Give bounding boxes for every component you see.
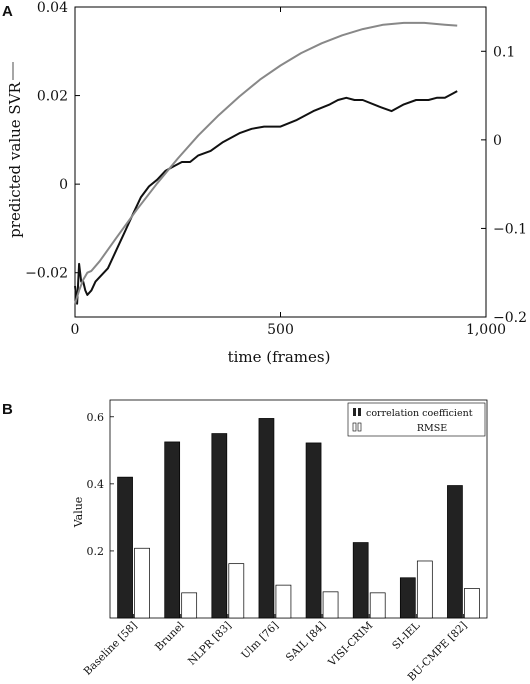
x-tick-label-a: 500 — [267, 322, 294, 338]
x-tick-label-b: SI-IEL — [390, 620, 422, 652]
y-tick-label-a: 0 — [59, 177, 68, 193]
y-right-tick-label-a: 0 — [493, 133, 502, 149]
bar-rmse — [228, 563, 245, 619]
bar-correlation — [211, 433, 228, 619]
bar-rmse — [416, 560, 433, 619]
bar-rmse — [464, 588, 480, 619]
plot-area-a — [74, 6, 487, 318]
x-tick-label-b: SAIL [84] — [284, 620, 328, 664]
y-axis-label-a: predicted value SVR — [6, 81, 24, 237]
y-axis-label-b: Value — [72, 497, 85, 529]
bar-chart-panel-b: 0.2 0.4 0.6 Baseline [58] Brunel NLPR [83] Ul… — [72, 399, 488, 684]
bar-rmse — [369, 592, 386, 619]
bar-correlation — [447, 485, 463, 619]
panel-label-b: B — [2, 401, 13, 418]
bar-rmse — [322, 591, 339, 619]
y-tick-label-b: 0.4 — [87, 478, 105, 491]
series-line-reference — [74, 21, 458, 304]
y-tick-label-b: 0.2 — [87, 545, 105, 558]
x-tick-label-a: 1,000 — [466, 322, 506, 338]
y-tick-label-b: 0.6 — [87, 411, 105, 424]
x-tick-label-b: Baseline [58] — [82, 620, 140, 678]
legend-swatch-correlation-1 — [353, 408, 356, 416]
panel-label-a: A — [2, 3, 13, 20]
x-tick-label-b: VISI-CRIM — [325, 619, 375, 669]
legend-swatch-rmse-2 — [357, 422, 362, 432]
x-axis-label-a: time (frames) — [228, 348, 331, 366]
y-right-tick-label-a: −0.1 — [493, 221, 527, 237]
bar-correlation — [164, 441, 181, 619]
bar-correlation — [305, 442, 322, 619]
y-right-tick-label-a: 0.1 — [493, 44, 515, 60]
legend-label-correlation: correlation coefficient — [366, 408, 473, 419]
bar-correlation — [352, 542, 369, 619]
bar-correlation — [117, 476, 133, 619]
y-tick-label-a: 0.04 — [37, 0, 68, 16]
y-right-tick-label-a: −0.2 — [493, 310, 527, 326]
legend-box-b — [347, 402, 486, 437]
y-tick-label-a: −0.02 — [25, 266, 68, 282]
series-line-predicted-svr — [74, 90, 458, 305]
legend-b: correlation coefficient RMSE — [347, 402, 486, 437]
x-tick-label-b: NLPR [83] — [186, 620, 234, 668]
legend-label-rmse: RMSE — [417, 423, 447, 434]
bar-rmse — [181, 592, 198, 619]
plot-area-b — [109, 399, 488, 619]
x-tick-label-a: 0 — [71, 322, 80, 338]
bar-rmse — [275, 584, 292, 619]
x-tick-label-b: Ulm [76] — [239, 620, 281, 662]
bar-rmse — [134, 547, 150, 619]
bar-correlation — [258, 418, 275, 619]
y-tick-label-a: 0.02 — [37, 89, 68, 105]
line-chart-panel-a: 0 500 1,000 −0.02 0 0.02 0.04 −0.2 −0.1 0 0.1 time… — [6, 0, 527, 366]
legend-swatch-rmse-1 — [352, 422, 357, 432]
bar-correlation — [399, 577, 416, 619]
legend-swatch-correlation-2 — [358, 408, 361, 416]
x-tick-label-b: Brunel — [153, 619, 187, 653]
